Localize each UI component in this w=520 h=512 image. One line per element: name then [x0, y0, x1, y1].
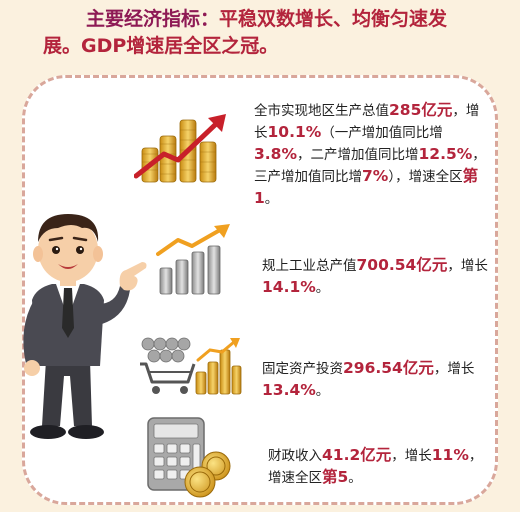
gdp-text-4: （一产增加值同比增	[321, 125, 443, 141]
cart-coins-icon	[140, 337, 242, 395]
industry-text-1: 规上工业总产值	[262, 258, 357, 274]
headline-line-1-text: 平稳双数增长、均衡匀速发	[219, 8, 448, 30]
headline-line-1: 主要经济指标：平稳双数增长、均衡匀速发	[0, 6, 520, 33]
investment-value: 296.54亿元	[343, 359, 434, 377]
finance-value: 41.2亿元	[322, 446, 392, 464]
gdp-text-1: 全市实现地区生产总值	[254, 103, 389, 119]
industry-value: 700.54亿元	[356, 256, 448, 274]
gdp-text-6: ，三产增加值同比增	[254, 147, 486, 185]
gdp-text-3: ，增长	[254, 103, 480, 141]
coins-growth-icon	[134, 114, 226, 183]
investment-text-3: 。	[315, 383, 330, 399]
investment-growth: 13.4%	[262, 381, 316, 399]
tertiary-growth: 7%	[362, 167, 389, 185]
finance-text-3: ，增速全区	[268, 448, 483, 486]
gdp-text-5: ，二产增加值同比增	[297, 147, 419, 163]
finance-rank: 第5	[322, 468, 349, 486]
industry-growth: 14.1%	[262, 278, 316, 296]
secondary-growth: 12.5%	[418, 145, 473, 163]
stat-gdp: 全市实现地区生产总值285亿元，增长10.1%（一产增加值同比增 3.8%，二产增…	[254, 100, 486, 210]
investment-text-1: 固定资产投资	[262, 361, 343, 377]
industry-text-3: 。	[315, 280, 330, 296]
stat-investment: 固定资产投资296.54亿元，增长 13.4%。	[262, 358, 488, 402]
industry-text-2: ，增长	[447, 258, 488, 274]
headline-line-2: 展。GDP增速居全区之冠。	[43, 35, 279, 57]
headline-label: 主要经济指标：	[86, 8, 220, 30]
finance-text-2: ，增长	[391, 448, 432, 464]
finance-growth: 11%	[431, 446, 469, 464]
stat-finance: 财政收入41.2亿元，增长11%，增速全区第5。	[268, 445, 490, 489]
finance-text-1: 财政收入	[268, 448, 322, 464]
coin-icon	[184, 451, 231, 498]
bar-growth-icon	[156, 224, 230, 295]
gdp-growth: 10.1%	[267, 123, 322, 141]
gdp-text-7: ），增速全区	[388, 169, 463, 185]
stat-industry: 规上工业总产值700.54亿元，增长 14.1%。	[262, 255, 490, 299]
gdp-value: 285	[389, 101, 422, 119]
headline: 主要经济指标：平稳双数增长、均衡匀速发 展。GDP增速居全区之冠。	[0, 6, 520, 60]
businessman-illustration	[23, 214, 147, 439]
investment-text-2: ，增长	[433, 361, 475, 377]
primary-growth: 3.8%	[254, 145, 297, 163]
gdp-unit: 亿元	[421, 101, 453, 119]
finance-text-4: 。	[348, 470, 362, 486]
gdp-text-8: 。	[264, 191, 279, 207]
gdp-rank: 第1	[254, 167, 479, 207]
